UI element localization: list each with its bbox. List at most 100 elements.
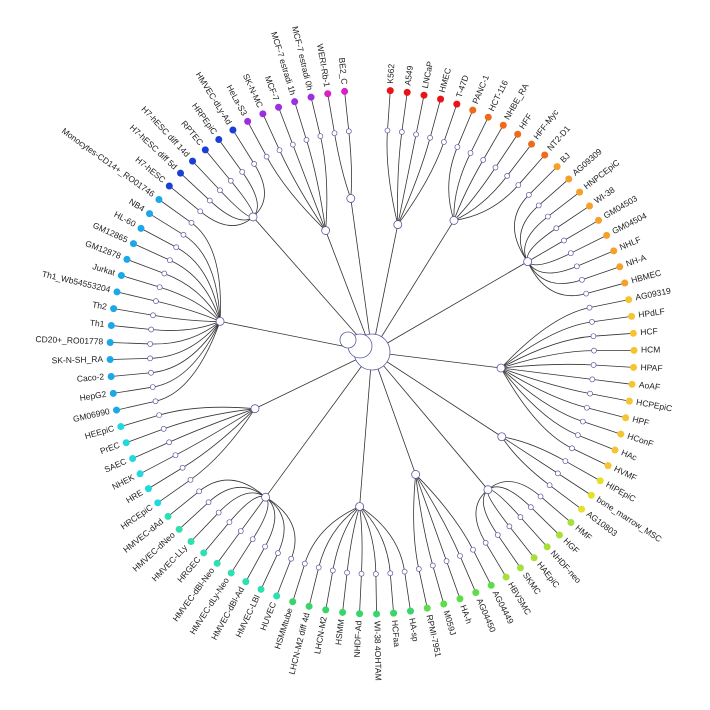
inner-node	[303, 137, 310, 143]
inner-node	[415, 566, 422, 572]
leaf-node	[390, 609, 398, 617]
leaf-label: HCFaa	[390, 620, 402, 648]
inner-node	[160, 426, 167, 432]
inner-node	[172, 452, 179, 459]
inner-node	[553, 225, 560, 232]
inner-node	[156, 284, 163, 291]
leaf-label: HCM	[641, 344, 660, 354]
inner-node	[276, 147, 283, 154]
inner-node	[288, 555, 295, 562]
inner-node	[583, 290, 590, 297]
leaf-node	[625, 397, 633, 405]
leaf-label: AoAF	[638, 379, 660, 392]
leaf-label: CD20+_RO01778	[35, 334, 103, 346]
branch	[527, 261, 620, 284]
branch	[190, 492, 266, 542]
branch	[500, 367, 621, 435]
leaf-node	[555, 531, 563, 539]
leaf-node	[117, 423, 125, 431]
leaf-node	[109, 389, 117, 397]
leaf-node	[578, 505, 586, 513]
leaf-node	[175, 525, 183, 533]
leaf-node	[621, 279, 629, 287]
inner-node	[398, 129, 405, 135]
inner-node	[413, 131, 419, 138]
branch	[371, 220, 455, 353]
leaf-label: HVMF	[613, 463, 639, 482]
leaf-node	[453, 100, 461, 108]
leaf-node	[373, 610, 381, 618]
leaf-node	[604, 462, 612, 470]
leaf-label: T-47D	[454, 74, 471, 99]
branch	[359, 506, 363, 614]
leaf-label: PANC-1	[470, 73, 491, 105]
leaf-node	[386, 87, 394, 95]
inner-node	[345, 128, 352, 135]
leaf-label: Caco-2	[76, 371, 104, 384]
leaf-label: HA-sp	[407, 617, 420, 642]
leaf-label: WI-38	[592, 185, 617, 206]
leaf-label: A549	[402, 65, 415, 86]
inner-node	[148, 369, 154, 376]
leaf-node	[229, 126, 237, 134]
inner-node	[149, 384, 156, 390]
inner-node	[188, 219, 195, 226]
leaf-label: LHCN-M2	[312, 615, 329, 654]
leaf-node	[625, 296, 633, 304]
leaf-label: HMF	[573, 523, 593, 543]
leaf-node	[106, 338, 114, 346]
inner-node	[535, 202, 542, 209]
branch	[371, 261, 528, 353]
inner-node	[401, 568, 408, 575]
leaf-node	[630, 363, 638, 371]
leaf-node	[257, 585, 265, 593]
branch	[371, 351, 417, 475]
leaf-label: HPF	[631, 414, 650, 428]
leaf-node	[576, 188, 584, 196]
leaf-label: RPMI-7951	[425, 614, 444, 658]
branch	[350, 198, 373, 353]
leaf-label: HBMEC	[630, 268, 662, 286]
inner-node	[590, 362, 597, 368]
branch	[526, 205, 590, 262]
leaf-node	[629, 329, 637, 337]
inner-node	[289, 141, 296, 148]
inner-node	[584, 404, 590, 411]
inner-node	[515, 182, 522, 188]
leaf-node	[110, 305, 118, 313]
leaf-node	[107, 372, 115, 380]
leaf-node	[213, 559, 221, 567]
inner-node	[494, 532, 501, 538]
branch	[371, 224, 399, 353]
inner-node	[301, 560, 308, 567]
leaf-node	[514, 130, 522, 138]
leaf-node	[289, 598, 297, 606]
inner-node	[167, 257, 173, 264]
branch	[121, 275, 221, 322]
branch	[487, 489, 535, 559]
leaf-node	[603, 231, 611, 239]
branch	[111, 321, 221, 331]
inner-node	[537, 493, 544, 500]
branch	[453, 143, 532, 221]
leaf-label: SKMC	[521, 570, 543, 596]
branch	[413, 474, 428, 609]
branch	[294, 101, 327, 231]
inner-node	[262, 543, 268, 550]
leaf-node	[113, 406, 121, 414]
leaf-label: SK-N-SH_RA	[51, 354, 103, 365]
leaf-node	[129, 240, 137, 248]
inner-node	[562, 458, 569, 464]
leaf-node	[553, 163, 561, 171]
inner-node	[173, 244, 180, 251]
branch	[453, 117, 489, 221]
inner-node	[197, 208, 204, 215]
branch	[342, 506, 360, 613]
inner-node	[250, 404, 260, 414]
leaf-label: NHLF	[618, 234, 642, 252]
inner-node	[153, 298, 159, 304]
leaf-node	[123, 255, 131, 263]
branch	[371, 351, 489, 490]
inner-node	[263, 153, 270, 160]
inner-node	[180, 231, 187, 238]
